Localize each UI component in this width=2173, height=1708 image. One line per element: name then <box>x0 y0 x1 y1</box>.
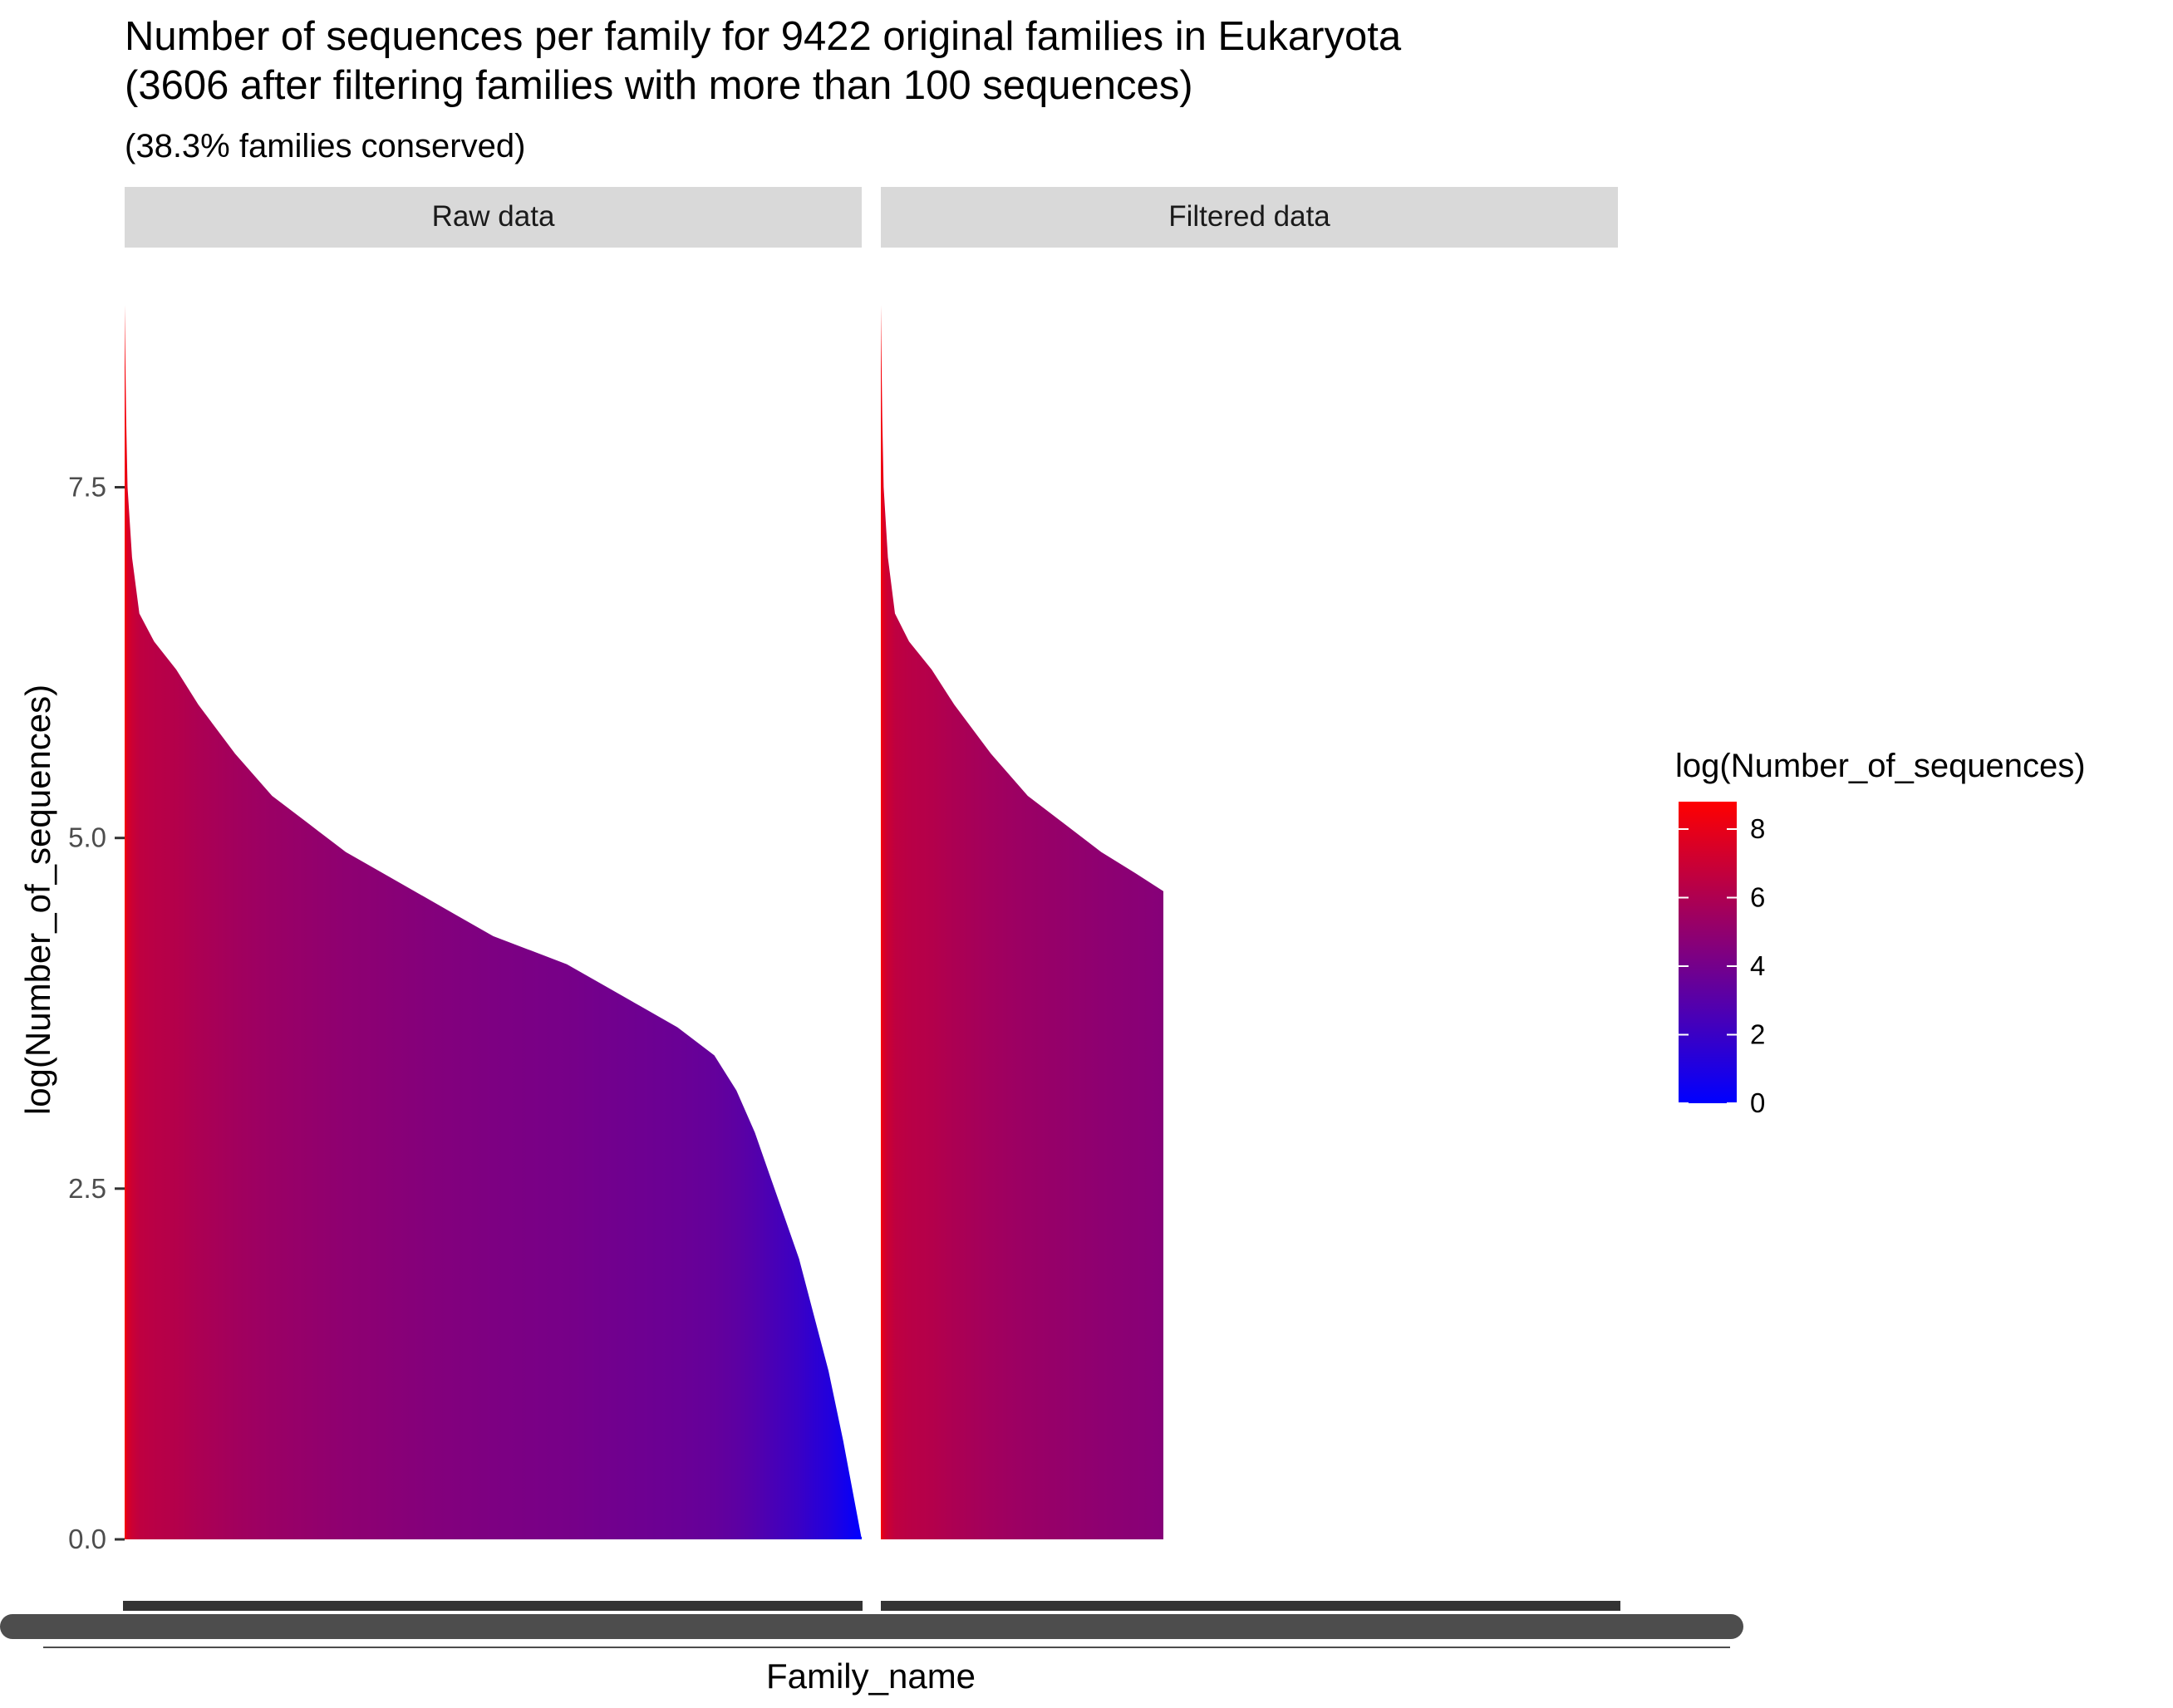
legend-tick-label: 2 <box>1750 1019 1765 1050</box>
chart-title-line2: (3606 after filtering families with more… <box>125 63 1193 108</box>
legend-ticks: 0 2 4 6 8 <box>1679 813 1765 1118</box>
legend-tick-mark <box>1727 896 1737 899</box>
legend-tick-mark <box>1727 1033 1737 1036</box>
legend-tick-label: 8 <box>1750 813 1765 844</box>
x-tick-marks-raw <box>123 1601 863 1611</box>
bar-tail-singletons <box>850 1537 862 1539</box>
y-tick-label: 7.5 <box>68 472 106 503</box>
facet-strip-raw-label: Raw data <box>432 200 555 233</box>
facet-strip-filtered <box>881 187 1618 248</box>
legend-tick-mark <box>1727 828 1737 830</box>
legend-tick-mark <box>1679 1102 1689 1104</box>
legend-tick-mark <box>1679 828 1689 830</box>
y-tick-label: 0.0 <box>68 1524 106 1554</box>
y-tick-label: 5.0 <box>68 822 106 853</box>
facet-strip-raw <box>125 187 862 248</box>
chart-subtitle: (38.3% families conserved) <box>125 128 525 164</box>
facet-raw-bars <box>125 305 862 1539</box>
x-tick-marks-filtered <box>881 1601 1620 1611</box>
chart-title-line1: Number of sequences per family for 9422 … <box>125 14 1402 59</box>
y-tick-mark <box>115 1538 125 1541</box>
facet-filtered-bars <box>881 305 1163 1539</box>
legend-colorbar <box>1679 802 1737 1103</box>
legend-tick-label: 0 <box>1750 1087 1765 1118</box>
y-tick-mark <box>115 486 125 488</box>
legend-tick-mark <box>1727 1102 1737 1104</box>
legend-tick-mark <box>1679 1033 1689 1036</box>
facet-strip-filtered-label: Filtered data <box>1168 200 1330 233</box>
legend-title: log(Number_of_sequences) <box>1675 748 2086 784</box>
y-tick-mark <box>115 837 125 840</box>
legend-tick-mark <box>1679 896 1689 899</box>
legend-tick-mark <box>1679 965 1689 967</box>
y-axis-title: log(Number_of_sequences) <box>18 685 57 1115</box>
bars-area-filtered <box>881 305 1163 1539</box>
x-tick-labels-band <box>0 1614 1743 1639</box>
x-axis-line <box>43 1647 1730 1648</box>
legend-tick-label: 6 <box>1750 882 1765 913</box>
y-axis: 0.0 2.5 5.0 7.5 <box>68 472 125 1554</box>
x-axis-title: Family_name <box>766 1656 976 1696</box>
legend-tick-label: 4 <box>1750 950 1765 981</box>
legend-tick-mark <box>1727 965 1737 967</box>
bars-area-raw <box>125 305 862 1539</box>
y-tick-label: 2.5 <box>68 1173 106 1204</box>
y-tick-mark <box>115 1187 125 1190</box>
